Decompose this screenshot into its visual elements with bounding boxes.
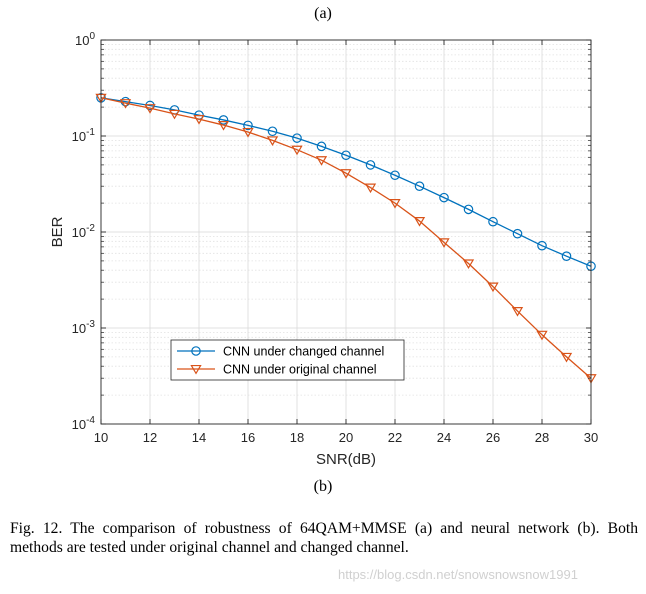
y-tick-label: 10-2 bbox=[72, 223, 96, 240]
series-2-point bbox=[291, 145, 303, 156]
legend-marker-1 bbox=[191, 346, 201, 356]
x-tick-label: 20 bbox=[339, 430, 353, 445]
x-tick-label: 24 bbox=[437, 430, 451, 445]
figure-caption: Fig. 12. The comparison of robustness of… bbox=[10, 520, 638, 556]
series-2-point bbox=[536, 330, 548, 341]
x-tick-label: 26 bbox=[486, 430, 500, 445]
x-tick-label: 30 bbox=[584, 430, 598, 445]
y-tick-label: 100 bbox=[75, 31, 95, 48]
series-line-2 bbox=[100, 97, 592, 379]
series-1-point bbox=[341, 150, 351, 161]
x-tick-label: 22 bbox=[388, 430, 402, 445]
x-axis-label: SNR(dB) bbox=[316, 451, 376, 468]
x-tick-label: 18 bbox=[290, 430, 304, 445]
x-tick-label: 12 bbox=[143, 430, 157, 445]
series-2-point bbox=[193, 115, 205, 125]
series-1-point bbox=[365, 160, 376, 170]
subfigure-label-b: (b) bbox=[313, 478, 333, 495]
legend-label-2: CNN under original channel bbox=[223, 363, 377, 377]
series-1-point bbox=[292, 133, 302, 143]
series-1-point bbox=[316, 141, 327, 152]
subfigure-label-a: (a) bbox=[314, 5, 332, 22]
x-tick-label: 28 bbox=[535, 430, 549, 445]
watermark: https://blog.csdn.net/snowsnowsnow1991 bbox=[338, 567, 578, 582]
series-1-point bbox=[488, 216, 498, 227]
series-2-point bbox=[266, 136, 279, 146]
series-2-point bbox=[511, 307, 524, 317]
y-axis-label: BER bbox=[49, 216, 66, 247]
series-1-point bbox=[512, 228, 523, 239]
series-2-point bbox=[364, 183, 377, 194]
y-tick-label: 10-3 bbox=[72, 319, 96, 336]
series-2-point bbox=[315, 156, 328, 166]
ber-chart: 10 12 14 16 18 20 22 24 26 28 30 100 10-1 10-2 10-3 10-… bbox=[49, 31, 598, 468]
y-tick-label: 10-1 bbox=[72, 127, 96, 144]
series-1-point bbox=[463, 204, 474, 215]
x-tick-label: 16 bbox=[241, 430, 255, 445]
series-line-1 bbox=[100, 97, 592, 267]
series-2-point bbox=[560, 352, 573, 363]
series-1-point bbox=[439, 192, 449, 203]
series-2-point bbox=[438, 238, 450, 248]
series-2-point bbox=[168, 109, 181, 120]
series-1-point bbox=[267, 126, 278, 137]
series-1-point bbox=[218, 115, 229, 125]
series-2-point bbox=[144, 104, 156, 114]
legend-label-1: CNN under changed channel bbox=[223, 345, 384, 359]
legend-marker-2 bbox=[190, 364, 202, 375]
series-2-point bbox=[217, 121, 230, 131]
series-1-point bbox=[243, 120, 253, 131]
legend-box bbox=[170, 339, 405, 381]
series-1-point bbox=[561, 251, 572, 261]
series-2-point bbox=[413, 217, 426, 227]
series-1-point bbox=[390, 170, 400, 181]
series-2-point bbox=[242, 127, 254, 138]
series-2-point bbox=[487, 282, 499, 293]
x-tick-label: 14 bbox=[192, 430, 206, 445]
series-1-point bbox=[414, 181, 425, 191]
series-2-point bbox=[119, 99, 132, 109]
x-tick-label: 10 bbox=[94, 430, 108, 445]
series-1-point bbox=[537, 240, 547, 251]
y-tick-label: 10-4 bbox=[72, 415, 96, 432]
series-2-point bbox=[389, 199, 401, 209]
series-2-point bbox=[340, 169, 352, 179]
series-2-point bbox=[462, 259, 475, 270]
